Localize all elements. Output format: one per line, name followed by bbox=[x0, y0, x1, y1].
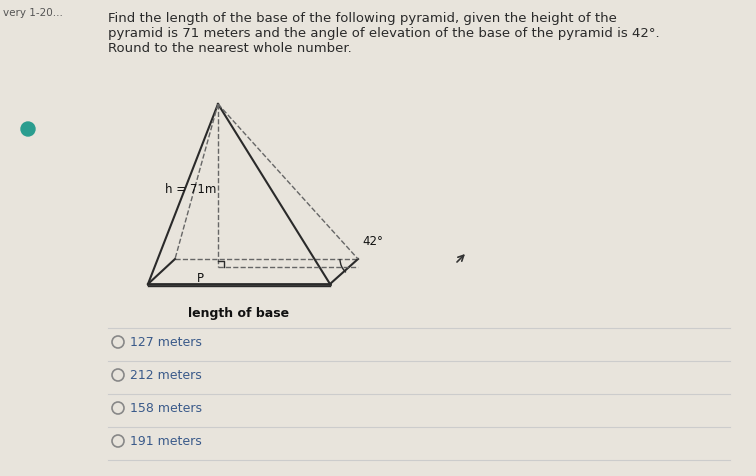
Text: pyramid is 71 meters and the angle of elevation of the base of the pyramid is 42: pyramid is 71 meters and the angle of el… bbox=[108, 27, 660, 40]
Circle shape bbox=[21, 123, 35, 137]
Text: 158 meters: 158 meters bbox=[130, 402, 202, 415]
Text: 191 meters: 191 meters bbox=[130, 435, 202, 447]
Text: P: P bbox=[197, 271, 204, 284]
Text: Round to the nearest whole number.: Round to the nearest whole number. bbox=[108, 42, 352, 55]
Text: length of base: length of base bbox=[188, 307, 290, 319]
Text: 42°: 42° bbox=[362, 235, 383, 248]
Text: very 1-20...: very 1-20... bbox=[3, 8, 63, 18]
Text: 127 meters: 127 meters bbox=[130, 336, 202, 349]
Text: Find the length of the base of the following pyramid, given the height of the: Find the length of the base of the follo… bbox=[108, 12, 617, 25]
Text: 212 meters: 212 meters bbox=[130, 369, 202, 382]
Text: h = 71m: h = 71m bbox=[165, 183, 216, 196]
